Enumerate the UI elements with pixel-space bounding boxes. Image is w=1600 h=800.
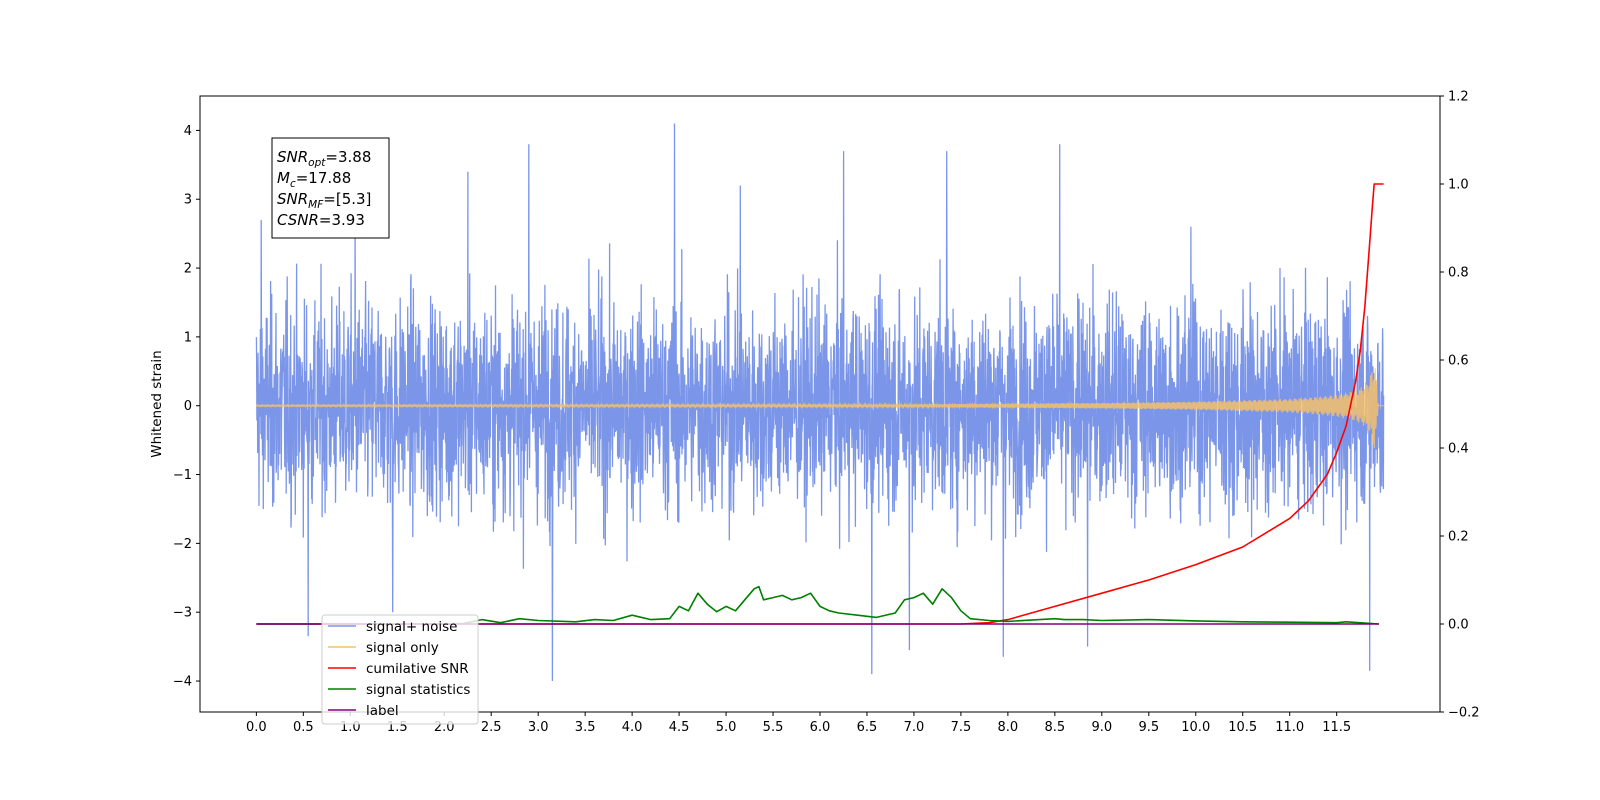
x-tick-label: 11.0: [1275, 720, 1304, 735]
legend-label: signal statistics: [366, 682, 470, 698]
y2-tick-label: −0.2: [1448, 706, 1480, 721]
x-tick-label: 5.5: [763, 720, 784, 735]
series-cumulative-snr-line: [256, 183, 1384, 625]
x-tick-label: 9.0: [1091, 720, 1112, 735]
x-tick-label: 7.0: [904, 720, 925, 735]
x-tick-label: 5.0: [716, 720, 737, 735]
y-tick-label: −4: [173, 675, 192, 690]
x-tick-label: 4.5: [669, 720, 690, 735]
legend-label: cumilative SNR: [366, 661, 469, 677]
annotation-frame: [271, 137, 390, 239]
y-tick-label: 0: [184, 399, 192, 414]
y2-tick-label: 0.2: [1448, 530, 1469, 545]
y2-tick-label: 0.6: [1448, 354, 1469, 369]
y2-tick-label: 0.0: [1448, 618, 1469, 633]
y2-tick-label: 1.2: [1448, 90, 1469, 105]
y-tick-label: 3: [184, 193, 192, 208]
x-tick-label: 2.5: [481, 720, 502, 735]
x-tick-label: 8.0: [998, 720, 1019, 735]
annotation-line: SNRopt=3.88: [277, 148, 371, 169]
x-tick-label: 9.5: [1138, 720, 1159, 735]
x-tick-label: 6.5: [857, 720, 878, 735]
annotation-line: Mc=17.88: [277, 169, 351, 190]
x-tick-label: 3.5: [575, 720, 596, 735]
plot-area: [255, 123, 1385, 682]
y-tick-label: −1: [173, 468, 192, 483]
y-tick-label: −3: [173, 606, 192, 621]
y-axis-label: Whitened strain: [149, 350, 165, 457]
y2-tick-label: 0.4: [1448, 442, 1469, 457]
series-signal-statistics-line: [256, 585, 1379, 625]
x-tick-label: 8.5: [1045, 720, 1066, 735]
y2-tick-label: 0.8: [1448, 266, 1469, 281]
x-tick-label: 0.0: [246, 720, 267, 735]
legend: signal+ noise signal only cumilative SNR si…: [321, 614, 479, 725]
x-tick-label: 4.0: [622, 720, 643, 735]
y-tick-label: 4: [184, 124, 192, 139]
legend-label: signal only: [366, 640, 439, 656]
y-axis-left: −4 −3 −2 −1 0 1 2 3 4: [173, 124, 200, 690]
y-tick-label: 2: [184, 262, 192, 277]
y-tick-label: 1: [184, 330, 192, 345]
series-signal-only-line: [255, 368, 1384, 449]
y2-tick-label: 1.0: [1448, 178, 1469, 193]
y-axis-right: −0.2 0.0 0.2 0.4 0.6 0.8 1.0 1.2: [1440, 90, 1480, 721]
legend-frame: [321, 614, 479, 725]
y-tick-label: −2: [173, 537, 192, 552]
x-tick-label: 0.5: [293, 720, 314, 735]
x-axis: 0.0 0.5 1.0 1.5 2.0 2.5 3.0 3.5 4.0 4.5 5.0 5.5 6.0 6…: [246, 712, 1351, 735]
legend-label: label: [366, 703, 399, 719]
x-tick-label: 7.5: [951, 720, 972, 735]
annotation-line: CSNR=3.93: [277, 211, 365, 229]
series-signal-noise-line: [255, 123, 1385, 682]
x-tick-label: 10.0: [1181, 720, 1210, 735]
x-tick-label: 10.5: [1228, 720, 1257, 735]
x-tick-label: 6.0: [810, 720, 831, 735]
x-tick-label: 3.0: [528, 720, 549, 735]
x-tick-label: 11.5: [1322, 720, 1351, 735]
annotation-line: SNRMF=[5.3]: [277, 190, 371, 211]
legend-label: signal+ noise: [366, 619, 457, 635]
